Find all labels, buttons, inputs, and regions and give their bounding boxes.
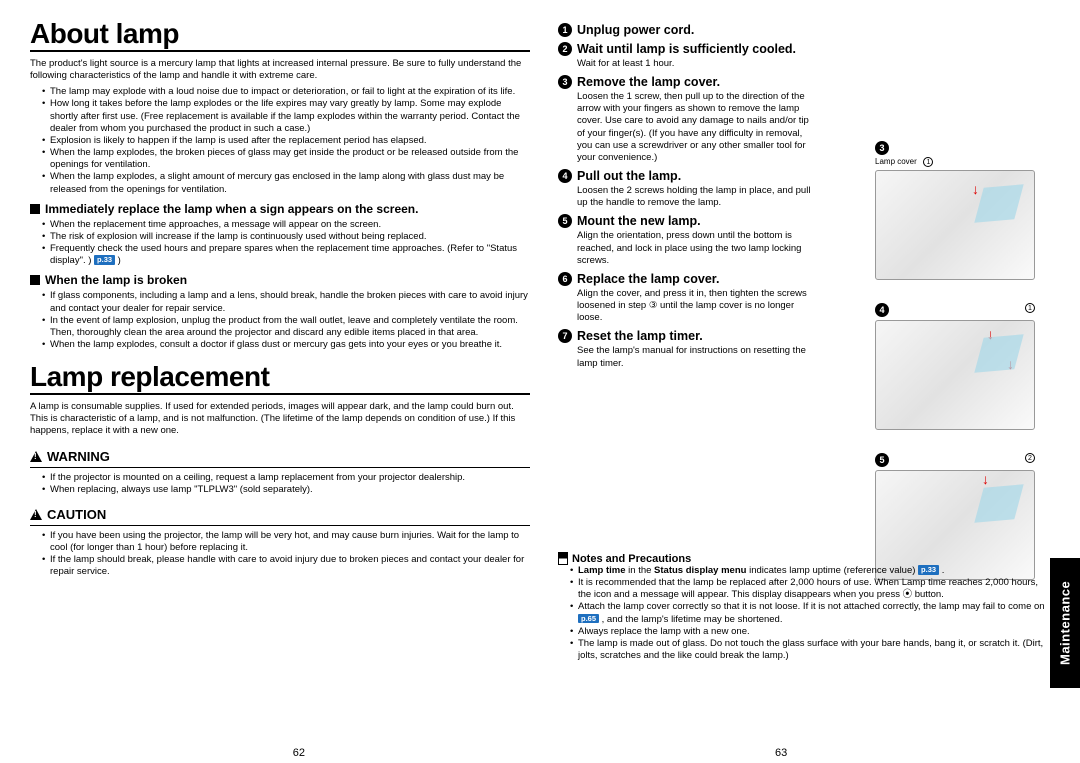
notes-list: Lamp time in the Status display menu ind… bbox=[558, 565, 1050, 662]
step-badge-3: 3 bbox=[875, 141, 889, 155]
step-badge-4: 4 bbox=[875, 303, 889, 317]
note-item: Always replace the lamp with a new one. bbox=[570, 626, 1050, 638]
step-body: Loosen the 1 screw, then pull up to the … bbox=[558, 91, 818, 164]
page-ref-65: p.65 bbox=[578, 614, 599, 624]
bullet-item: When the replacement time approaches, a … bbox=[42, 219, 530, 231]
bullet-item: When the lamp explodes, a slight amount … bbox=[42, 171, 530, 195]
step-number-badge: 6 bbox=[558, 272, 572, 286]
bullet-item: If the lamp should break, please handle … bbox=[42, 554, 530, 578]
step-heading: 2Wait until lamp is sufficiently cooled. bbox=[558, 42, 870, 56]
page-numbers: 62 63 bbox=[30, 747, 1050, 759]
illustration-step4: 41 ↓↓ bbox=[875, 303, 1050, 430]
step-heading: 4Pull out the lamp. bbox=[558, 169, 870, 183]
bullet-item: When the lamp explodes, consult a doctor… bbox=[42, 339, 530, 351]
step-body: Align the cover, and press it in, then t… bbox=[558, 288, 818, 324]
step-body: Loosen the 2 screws holding the lamp in … bbox=[558, 185, 818, 209]
note-item: Lamp time in the Status display menu ind… bbox=[570, 565, 1050, 577]
caution-heading: CAUTION bbox=[30, 504, 530, 526]
illustration-step3: 3 Lamp cover 1 ↓ bbox=[875, 141, 1050, 280]
step-number-badge: 4 bbox=[558, 169, 572, 183]
page-ref-33: p.33 bbox=[94, 255, 115, 265]
bullet-item: Frequently check the used hours and prep… bbox=[42, 243, 530, 267]
bullet-item: When replacing, always use lamp "TLPLW3"… bbox=[42, 484, 530, 496]
about-lamp-intro: The product's light source is a mercury … bbox=[30, 58, 530, 82]
page-ref-33b: p.33 bbox=[918, 565, 939, 575]
note-item: The lamp is made out of glass. Do not to… bbox=[570, 638, 1050, 662]
step-heading: 3Remove the lamp cover. bbox=[558, 75, 870, 89]
step-number-badge: 5 bbox=[558, 214, 572, 228]
illustration-step5: 52 ↓ bbox=[875, 453, 1050, 580]
step-heading: 1Unplug power cord. bbox=[558, 23, 870, 37]
left-page: About lamp The product's light source is… bbox=[30, 18, 530, 738]
lamp-broken-list: If glass components, including a lamp an… bbox=[30, 290, 530, 351]
step-heading: 7Reset the lamp timer. bbox=[558, 329, 870, 343]
warning-list: If the projector is mounted on a ceiling… bbox=[30, 472, 530, 496]
step-heading: 5Mount the new lamp. bbox=[558, 214, 870, 228]
caution-icon bbox=[30, 509, 42, 520]
warning-heading: WARNING bbox=[30, 446, 530, 468]
step-body: See the lamp's manual for instructions o… bbox=[558, 345, 818, 369]
subhead-replace-sign: Immediately replace the lamp when a sign… bbox=[30, 202, 530, 216]
page-num-left: 62 bbox=[293, 747, 305, 759]
replacement-intro: A lamp is consumable supplies. If used f… bbox=[30, 401, 530, 437]
page-num-right: 63 bbox=[775, 747, 787, 759]
step-body: Wait for at least 1 hour. bbox=[558, 58, 818, 70]
warning-icon bbox=[30, 451, 42, 462]
step-body: Align the orientation, press down until … bbox=[558, 230, 818, 266]
subhead-lamp-broken: When the lamp is broken bbox=[30, 273, 530, 287]
step-number-badge: 2 bbox=[558, 42, 572, 56]
heading-about-lamp: About lamp bbox=[30, 18, 530, 52]
note-item: Attach the lamp cover correctly so that … bbox=[570, 601, 1050, 625]
bullet-item: The lamp may explode with a loud noise d… bbox=[42, 86, 530, 98]
replace-sign-list: When the replacement time approaches, a … bbox=[30, 219, 530, 268]
step-number-badge: 3 bbox=[558, 75, 572, 89]
bullet-item: The risk of explosion will increase if t… bbox=[42, 231, 530, 243]
bullet-item: When the lamp explodes, the broken piece… bbox=[42, 147, 530, 171]
bullet-item: In the event of lamp explosion, unplug t… bbox=[42, 315, 530, 339]
note-item: It is recommended that the lamp be repla… bbox=[570, 577, 1050, 601]
bullet-item: How long it takes before the lamp explod… bbox=[42, 98, 530, 134]
about-lamp-list: The lamp may explode with a loud noise d… bbox=[30, 86, 530, 195]
step-heading: 6Replace the lamp cover. bbox=[558, 272, 870, 286]
bullet-item: If glass components, including a lamp an… bbox=[42, 290, 530, 314]
step-number-badge: 7 bbox=[558, 329, 572, 343]
caution-list: If you have been using the projector, th… bbox=[30, 530, 530, 579]
bullet-item: Explosion is likely to happen if the lam… bbox=[42, 135, 530, 147]
bullet-item: If the projector is mounted on a ceiling… bbox=[42, 472, 530, 484]
section-tab-maintenance: Maintenance bbox=[1050, 558, 1080, 688]
step-badge-5: 5 bbox=[875, 453, 889, 467]
heading-lamp-replacement: Lamp replacement bbox=[30, 361, 530, 395]
right-page: 3 Lamp cover 1 ↓ 41 ↓↓ 52 ↓ 1Unplug powe… bbox=[558, 18, 1050, 738]
step-number-badge: 1 bbox=[558, 23, 572, 37]
bullet-item: If you have been using the projector, th… bbox=[42, 530, 530, 554]
